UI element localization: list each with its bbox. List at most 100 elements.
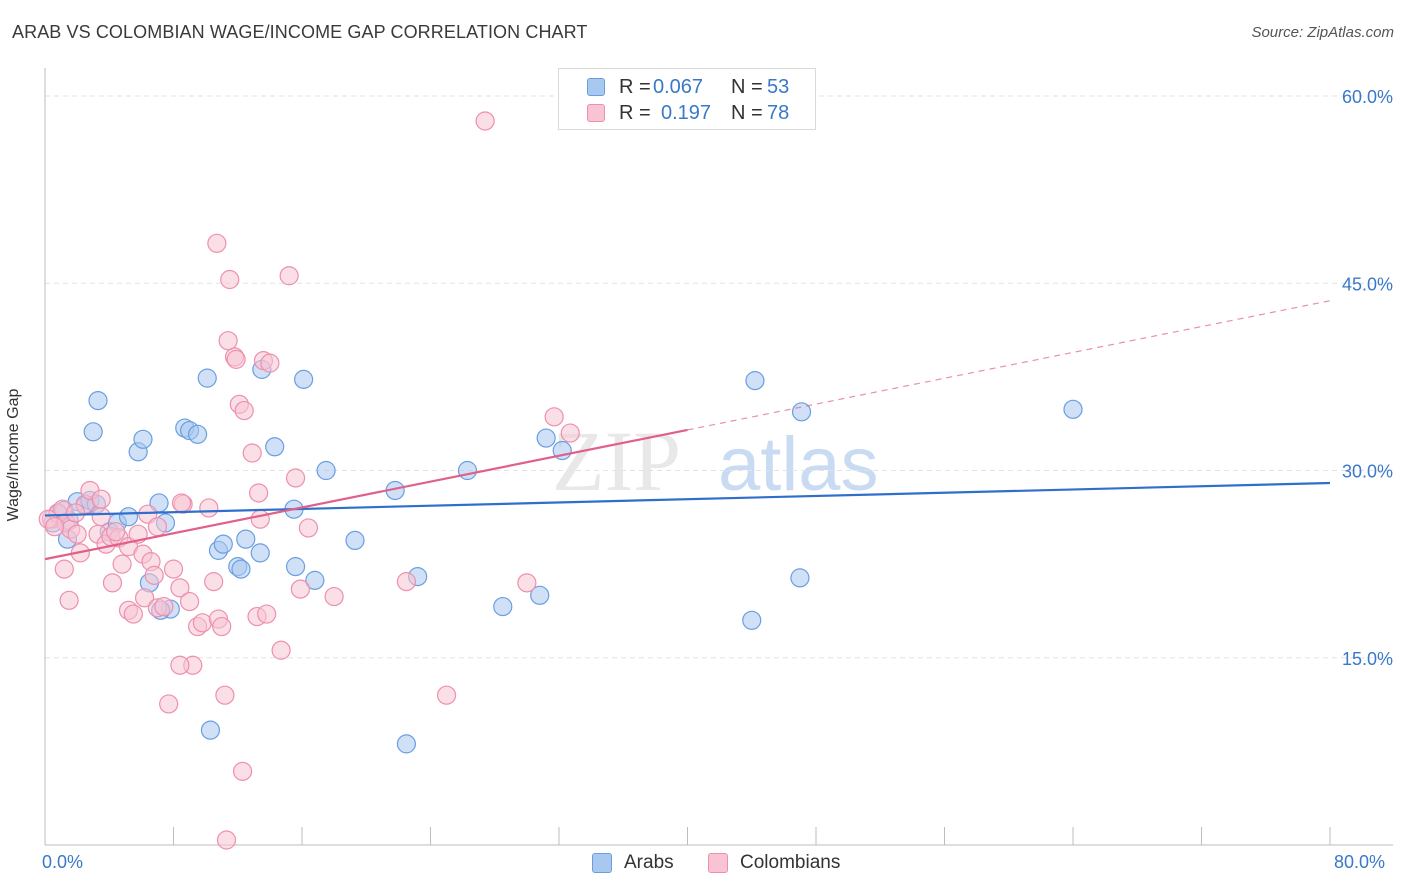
trend-lines (44, 300, 1331, 561)
point-colombians (242, 443, 262, 463)
y-tick-label: 60.0% (1342, 87, 1393, 107)
point-colombians (396, 572, 417, 592)
point-arabs (305, 570, 325, 590)
point-arabs (265, 437, 285, 457)
point-colombians (144, 565, 164, 585)
point-arabs (213, 534, 233, 554)
point-colombians (179, 591, 200, 612)
point-colombians (216, 830, 237, 850)
x-tick-label-max: 80.0% (1334, 852, 1386, 872)
point-colombians (271, 640, 291, 660)
point-colombians (91, 507, 111, 527)
point-arabs (250, 543, 270, 563)
point-colombians (147, 517, 168, 537)
point-arabs (187, 424, 208, 444)
trend-line-arabs (44, 481, 1331, 517)
point-colombians (290, 579, 310, 599)
y-tick-label: 45.0% (1342, 274, 1393, 294)
point-colombians (212, 616, 232, 637)
point-colombians (436, 685, 457, 705)
point-arabs (1063, 399, 1083, 419)
point-colombians (285, 468, 306, 488)
point-colombians (134, 588, 155, 608)
point-arabs (83, 422, 103, 442)
y-axis-label: Wage/Income Gap (5, 388, 22, 522)
point-colombians (204, 572, 224, 592)
y-tick-label: 30.0% (1342, 462, 1393, 482)
point-colombians (257, 604, 277, 624)
point-colombians (298, 518, 319, 538)
legend-r-label: R = (619, 102, 651, 124)
point-colombians (215, 685, 235, 705)
source-label: Source: ZipAtlas.com (1251, 24, 1394, 41)
legend-r-value: 0.067 (653, 76, 704, 98)
point-arabs (294, 369, 314, 389)
point-colombians (544, 407, 564, 427)
point-colombians (220, 269, 240, 290)
point-colombians (45, 517, 65, 537)
legend-n-label: N = (731, 102, 763, 124)
point-arabs (285, 557, 306, 577)
point-arabs (790, 568, 810, 588)
point-colombians (112, 554, 132, 574)
data-points (38, 111, 1083, 850)
point-colombians (170, 578, 190, 598)
point-arabs (742, 610, 762, 630)
legend-swatch-arabs (587, 78, 605, 96)
point-arabs (457, 460, 478, 481)
point-colombians (102, 573, 123, 593)
legend-swatch-colombians (708, 853, 728, 873)
y-tick-label: 15.0% (1342, 649, 1393, 669)
legend-swatch-colombians (587, 104, 605, 122)
point-colombians (123, 604, 143, 624)
point-colombians (226, 349, 246, 369)
legend-r-label: R = (619, 76, 651, 98)
point-arabs (236, 529, 256, 549)
point-colombians (234, 400, 254, 421)
point-colombians (54, 559, 74, 579)
point-colombians (199, 498, 219, 518)
point-colombians (170, 655, 190, 675)
point-colombians (249, 483, 269, 503)
point-arabs (396, 734, 417, 754)
point-arabs (316, 460, 336, 481)
legend-label-colombians: Colombians (740, 852, 841, 873)
point-arabs (118, 507, 139, 527)
y-tick-labels: 15.0% 30.0% 45.0% 60.0% (1342, 87, 1393, 669)
axes (44, 68, 1393, 846)
point-colombians (67, 524, 87, 544)
point-arabs (345, 530, 365, 551)
trend-line-extension-colombians (687, 300, 1331, 431)
point-arabs (493, 596, 513, 617)
trend-line-colombians (44, 428, 688, 561)
point-colombians (154, 596, 174, 617)
watermark-atlas: atlas (718, 422, 879, 507)
legend-top: R = 0.067 N = 53 R = 0.197 N = 78 (558, 68, 816, 130)
point-arabs (530, 585, 550, 605)
watermark: ZIP atlas (552, 413, 879, 509)
legend-swatch-arabs (592, 853, 612, 873)
point-arabs (133, 429, 153, 449)
point-colombians (59, 590, 79, 610)
point-colombians (106, 522, 126, 542)
legend-label-arabs: Arabs (624, 852, 674, 873)
point-colombians (163, 559, 184, 579)
legend-r-value: 0.197 (661, 102, 712, 124)
point-arabs (536, 428, 556, 448)
point-colombians (171, 493, 192, 513)
point-arabs (745, 371, 765, 391)
point-colombians (192, 613, 213, 633)
point-colombians (260, 353, 280, 373)
point-colombians (560, 423, 580, 443)
x-tick-label-min: 0.0% (42, 852, 84, 872)
point-arabs (88, 390, 108, 411)
point-colombians (324, 586, 344, 607)
point-arabs (200, 720, 221, 740)
point-colombians (91, 489, 111, 509)
point-colombians (475, 111, 495, 131)
point-colombians (517, 573, 537, 593)
point-colombians (159, 694, 179, 714)
point-colombians (207, 233, 227, 253)
point-colombians (232, 761, 253, 781)
